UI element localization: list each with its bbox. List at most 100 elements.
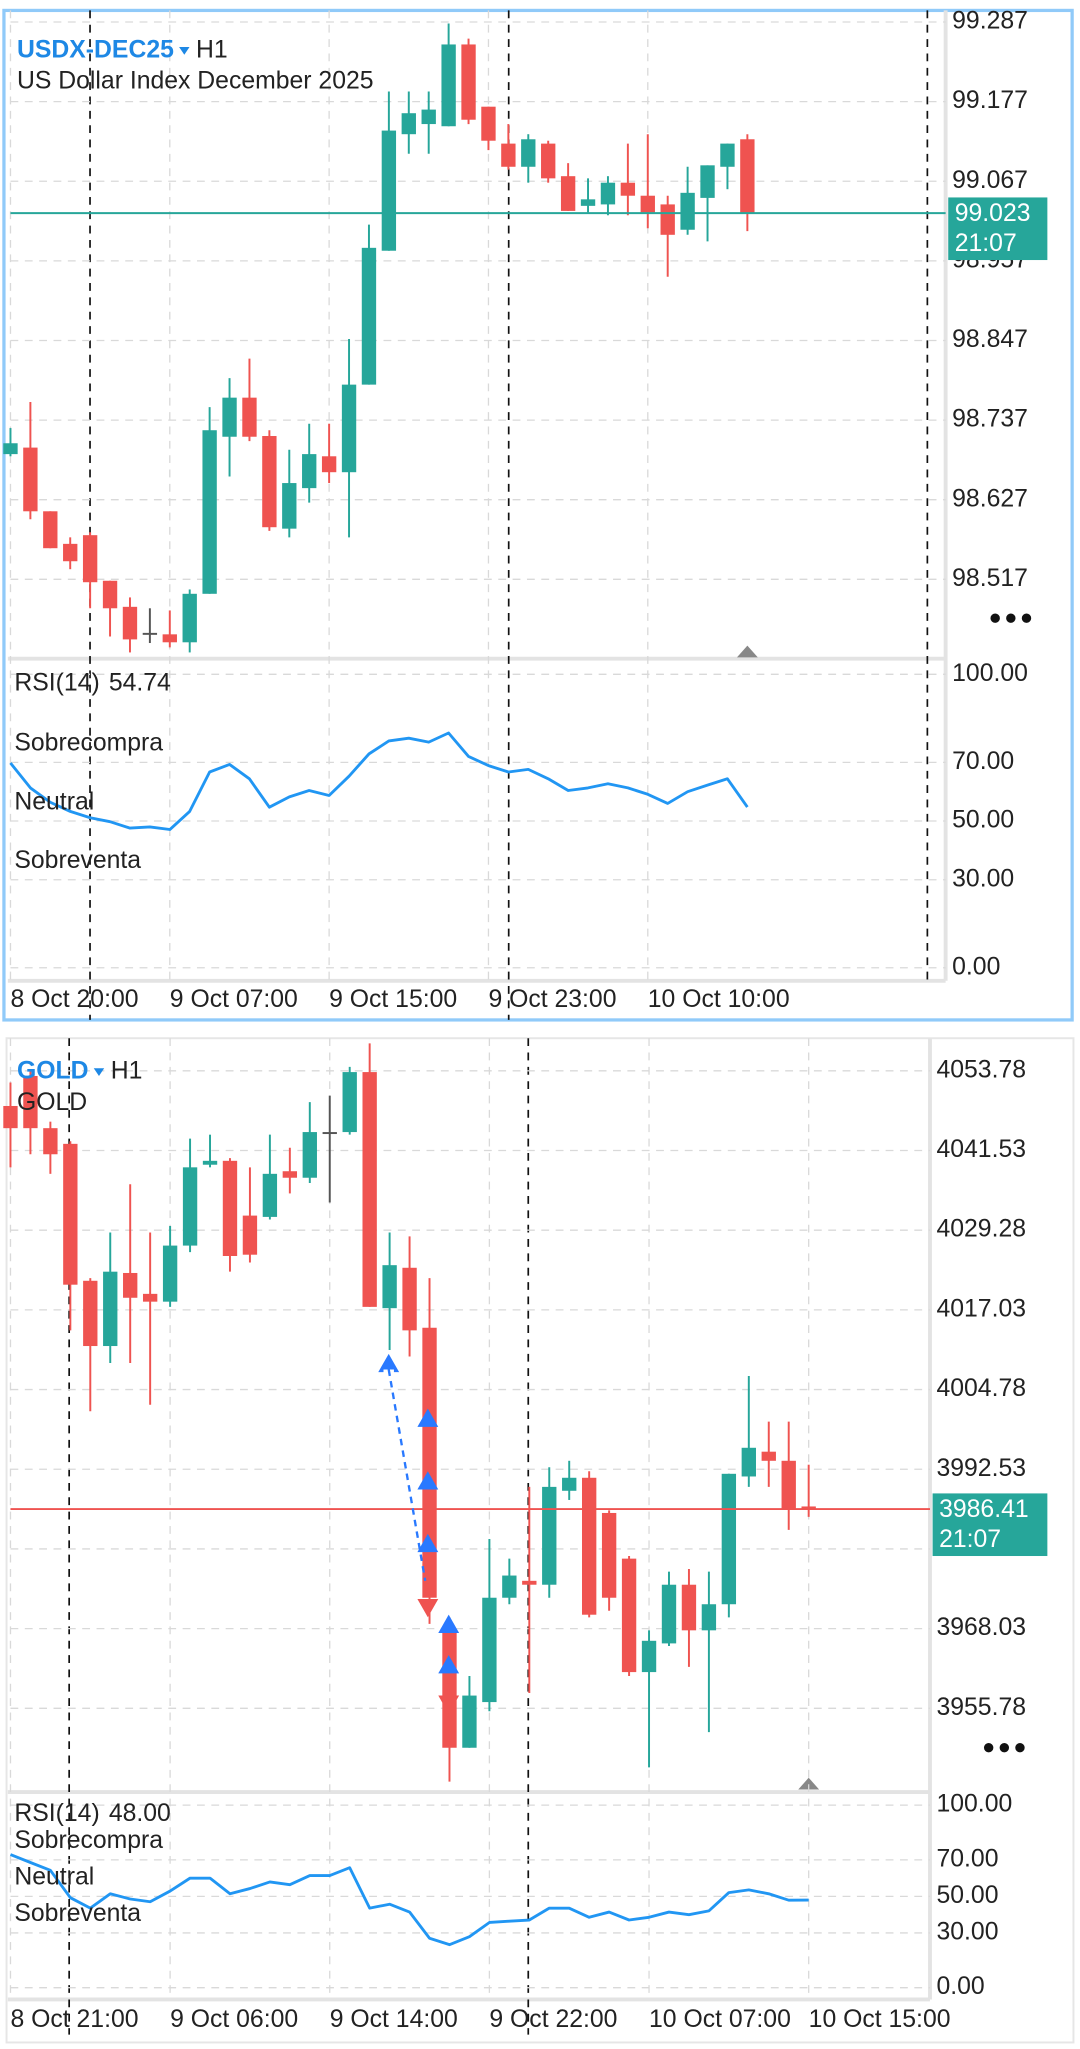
y-tick-label: 98.627	[952, 485, 1028, 512]
indicator-value: 54.74	[109, 669, 171, 696]
candle-body	[741, 1447, 756, 1477]
marks-layer	[3, 23, 946, 1947]
candle-body	[341, 384, 357, 473]
candle-body	[103, 1271, 118, 1347]
x-tick-label: 10 Oct 10:00	[648, 986, 790, 1013]
candle-body	[123, 1272, 138, 1298]
candle-body	[142, 1293, 158, 1302]
y-tick-label: 30.00	[936, 1918, 998, 1945]
y-tick-label: 98.737	[952, 406, 1028, 433]
x-tick-label: 9 Oct 14:00	[330, 2006, 458, 2033]
symbol-dropdown[interactable]	[93, 1068, 105, 1077]
candle-body	[23, 1075, 38, 1129]
more-menu[interactable]	[990, 613, 1032, 623]
candle-body	[740, 139, 755, 214]
chart-title: US Dollar Index December 2025	[17, 68, 374, 95]
x-tick-label: 10 Oct 15:00	[809, 2006, 951, 2033]
candle-body	[761, 1451, 776, 1461]
chart-title: GOLD	[17, 1089, 87, 1116]
indicator-header: RSI(14) 48.00	[14, 1800, 170, 1827]
candle-body	[342, 1072, 357, 1133]
candle-body	[600, 182, 616, 205]
price-label: 3986.41	[939, 1496, 1029, 1523]
rsi-line	[9, 731, 749, 831]
y-tick-label: 99.067	[952, 167, 1028, 194]
x-tick-label: 9 Oct 23:00	[488, 986, 616, 1013]
candle-body	[162, 634, 177, 643]
candle-body	[262, 1173, 278, 1217]
candle-body	[242, 397, 257, 437]
candle-body	[381, 130, 397, 251]
zone-label: Sobrecompra	[14, 730, 163, 757]
candle-body	[102, 580, 118, 609]
candle-body	[801, 1506, 816, 1510]
y-tick-label: 3968.03	[936, 1614, 1026, 1641]
symbol-dropdown[interactable]	[179, 46, 190, 55]
candle-body	[441, 44, 456, 127]
y-tick-label: 99.287	[952, 8, 1028, 35]
y-tick-label: 30.00	[952, 865, 1014, 892]
candle-body	[641, 1640, 657, 1673]
candle-body	[542, 1486, 557, 1585]
x-tick-label: 8 Oct 21:00	[10, 2006, 138, 2033]
y-tick-label: 3955.78	[936, 1694, 1026, 1721]
y-tick-label: 100.00	[936, 1791, 1012, 1818]
candle-body	[23, 447, 38, 512]
candle-body	[63, 1143, 78, 1285]
trade-markers	[378, 1353, 460, 1714]
time-marker	[798, 1777, 820, 1790]
candle-body	[362, 1072, 377, 1307]
candle-body	[462, 1695, 477, 1748]
candle-body	[302, 1132, 317, 1178]
zone-label: Neutral	[14, 1864, 94, 1891]
candle-body	[162, 1245, 178, 1302]
x-tick-label: 9 Oct 07:00	[170, 986, 298, 1013]
candle-body	[83, 1280, 98, 1347]
candle-body	[482, 1597, 497, 1703]
indicator-header: RSI(14) 54.74	[14, 669, 171, 696]
candle-body	[501, 143, 516, 167]
y-tick-label: 98.847	[952, 326, 1028, 353]
indicator-name: RSI(14)	[14, 1800, 99, 1827]
candle-body	[222, 1160, 238, 1256]
price-time: 21:07	[955, 230, 1017, 257]
indicator-value: 48.00	[109, 1800, 171, 1827]
y-tick-label: 70.00	[952, 748, 1014, 775]
candle-body	[661, 1584, 677, 1644]
price-time: 21:07	[939, 1526, 1001, 1553]
y-tick-label: 4004.78	[936, 1375, 1026, 1402]
candle-body	[620, 182, 636, 196]
active-chart-frame	[2, 8, 1074, 1022]
candle-body	[302, 454, 317, 489]
candle-body	[522, 1580, 537, 1585]
candle-body	[43, 511, 58, 549]
candle-body	[182, 593, 197, 643]
x-tick-label: 9 Oct 06:00	[170, 2006, 298, 2033]
candle-body	[43, 1128, 58, 1155]
candle-body	[262, 436, 277, 528]
candle-body	[700, 165, 715, 198]
chart-frame	[5, 1037, 1075, 2044]
timeframe: H1	[196, 36, 228, 63]
y-tick-label: 50.00	[936, 1882, 998, 1909]
candle-body	[421, 109, 436, 125]
candle-body	[382, 1265, 397, 1309]
x-tick-label: 9 Oct 15:00	[329, 986, 457, 1013]
candle-body	[580, 199, 596, 206]
candle-body	[701, 1604, 717, 1631]
candle-body	[321, 456, 337, 473]
price-label-box	[948, 197, 1048, 261]
candle-body	[560, 176, 576, 211]
candle-body	[322, 1132, 337, 1135]
candle-body	[521, 139, 536, 167]
candle-body	[182, 1167, 198, 1246]
x-tick-label: 8 Oct 20:00	[10, 986, 138, 1013]
y-tick-label: 3992.53	[936, 1455, 1026, 1482]
more-menu[interactable]	[983, 1743, 1025, 1753]
candle-body	[721, 1473, 737, 1605]
y-tick-label: 100.00	[952, 660, 1028, 687]
candle-body	[142, 632, 158, 635]
candle-body	[202, 430, 217, 594]
